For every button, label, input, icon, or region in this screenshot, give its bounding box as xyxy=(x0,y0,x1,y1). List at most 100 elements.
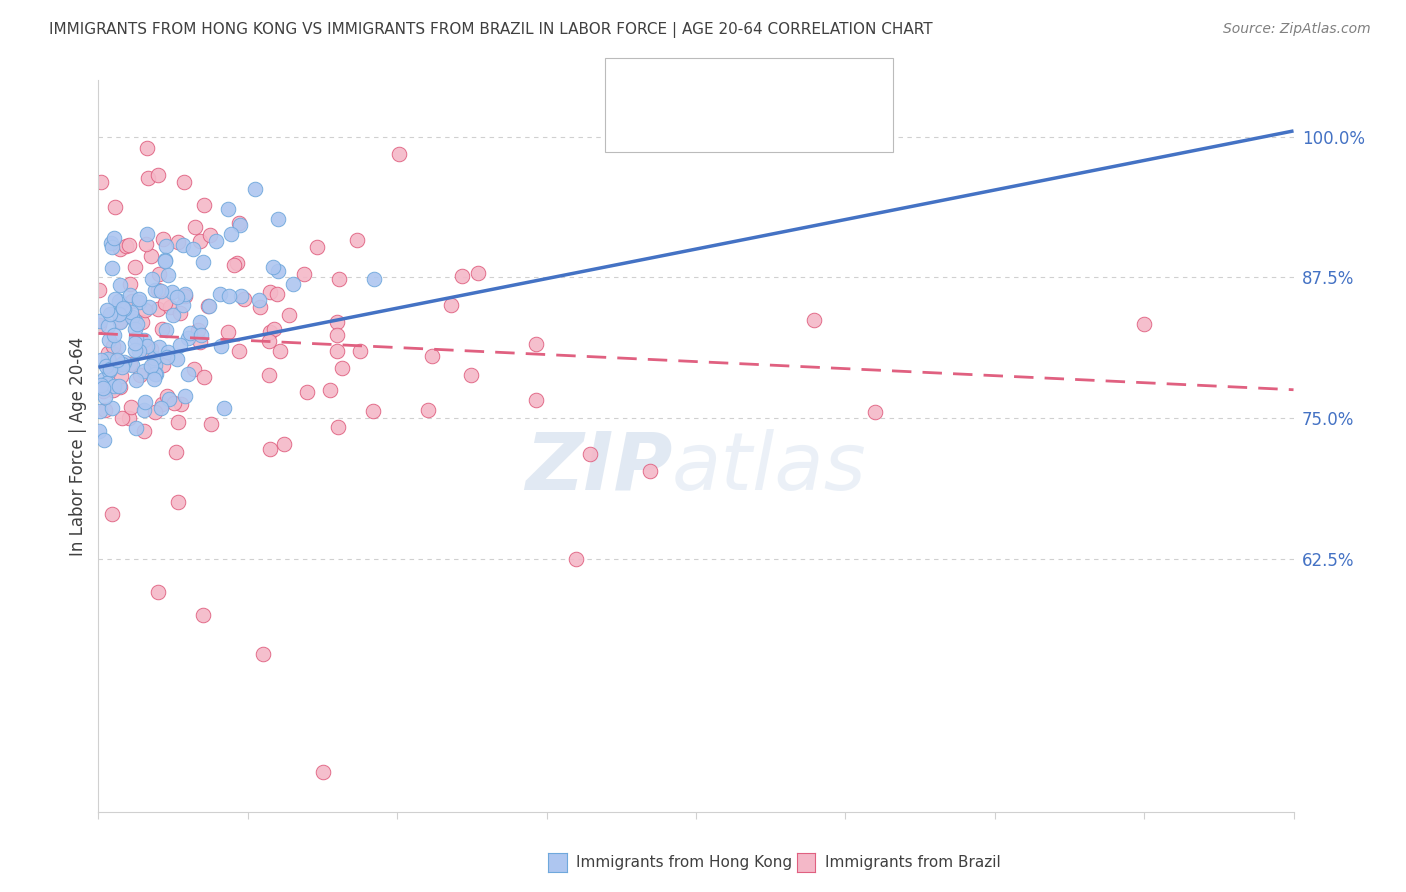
Point xyxy=(200,417,222,431)
Point xyxy=(346,234,368,248)
Point xyxy=(107,340,129,354)
Point xyxy=(157,345,180,359)
Point xyxy=(217,325,239,339)
Point xyxy=(121,293,143,308)
Point xyxy=(218,289,240,303)
Point xyxy=(155,322,177,336)
Point xyxy=(125,331,148,345)
Point xyxy=(134,395,156,409)
Point xyxy=(1133,317,1156,331)
Point xyxy=(208,287,231,301)
Point xyxy=(93,378,115,392)
Point xyxy=(145,367,167,381)
Point xyxy=(183,362,205,376)
Point xyxy=(162,308,184,322)
Point xyxy=(193,370,215,384)
Point xyxy=(93,390,115,404)
Point xyxy=(111,411,134,425)
Point xyxy=(148,267,170,281)
Point xyxy=(118,277,141,292)
Point xyxy=(97,354,120,368)
Point xyxy=(184,220,207,235)
Point xyxy=(281,277,304,291)
Point xyxy=(125,420,148,434)
Point xyxy=(124,373,146,387)
Point xyxy=(127,317,149,331)
Point xyxy=(152,358,174,372)
Point xyxy=(166,415,188,429)
Point xyxy=(163,396,186,410)
Point xyxy=(176,330,198,344)
Point xyxy=(416,402,439,417)
Point xyxy=(100,235,122,250)
Point xyxy=(166,235,188,249)
Point xyxy=(138,300,160,314)
Point xyxy=(107,379,129,393)
Point xyxy=(224,258,246,272)
Point xyxy=(328,272,350,286)
Point xyxy=(257,368,280,382)
Point xyxy=(97,318,120,333)
Point xyxy=(219,227,242,241)
Point xyxy=(319,383,342,397)
Point xyxy=(169,337,191,351)
Point xyxy=(114,302,136,317)
Point xyxy=(174,389,197,403)
Point xyxy=(262,260,284,275)
Point xyxy=(259,285,281,299)
Point xyxy=(112,301,135,315)
Text: IMMIGRANTS FROM HONG KONG VS IMMIGRANTS FROM BRAZIL IN LABOR FORCE | AGE 20-64 C: IMMIGRANTS FROM HONG KONG VS IMMIGRANTS … xyxy=(49,22,932,38)
Point xyxy=(153,296,176,310)
Point xyxy=(349,344,371,359)
Point xyxy=(157,392,180,407)
Point xyxy=(173,175,195,189)
Point xyxy=(128,293,150,307)
Point xyxy=(297,384,319,399)
Text: atlas: atlas xyxy=(672,429,868,507)
Point xyxy=(150,284,173,298)
Point xyxy=(124,336,146,351)
Point xyxy=(865,405,887,419)
Point xyxy=(108,316,131,330)
Point xyxy=(152,232,174,246)
Point xyxy=(89,314,111,328)
Point xyxy=(524,337,547,351)
Point xyxy=(110,242,132,256)
Point xyxy=(153,253,176,268)
Point xyxy=(136,227,159,242)
Point xyxy=(440,298,463,312)
Point xyxy=(112,355,135,369)
Point xyxy=(191,607,214,622)
Point xyxy=(142,351,165,366)
Point xyxy=(198,299,221,313)
Point xyxy=(363,272,385,286)
Point xyxy=(101,507,124,521)
Point xyxy=(121,358,143,372)
Point xyxy=(87,283,110,297)
Point xyxy=(90,377,112,392)
Point xyxy=(273,436,295,450)
Point xyxy=(101,383,124,397)
Point xyxy=(361,403,384,417)
Point xyxy=(93,372,115,386)
Point xyxy=(118,238,141,252)
Point xyxy=(103,292,125,306)
Text: 118: 118 xyxy=(806,112,841,129)
Point xyxy=(108,293,131,308)
Point xyxy=(108,380,131,394)
Point xyxy=(145,358,167,372)
Point xyxy=(311,765,333,780)
Point xyxy=(96,376,118,390)
Point xyxy=(190,328,212,343)
Point xyxy=(124,343,146,357)
Point xyxy=(177,367,200,381)
Point xyxy=(460,368,482,382)
Point xyxy=(165,445,187,459)
Point xyxy=(326,314,349,328)
Point xyxy=(388,147,411,161)
Point xyxy=(141,360,163,375)
Point xyxy=(638,464,661,478)
Point xyxy=(181,243,204,257)
Point xyxy=(172,238,194,252)
Point xyxy=(232,292,254,306)
